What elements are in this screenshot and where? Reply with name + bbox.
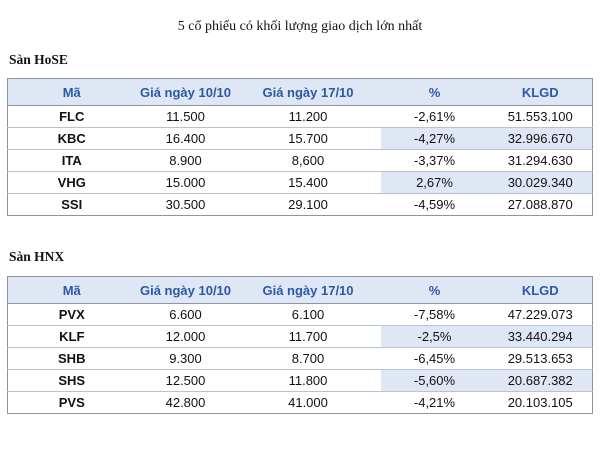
price-1710: 8,600 bbox=[235, 149, 381, 172]
table-row: KBC 16.400 15.700 -4,27% 32.996.670 bbox=[7, 127, 593, 150]
percent-change: -2,5% bbox=[380, 325, 489, 348]
percent-change: -7,58% bbox=[413, 307, 456, 322]
table-row: SSI 30.500 29.100 -4,59% 27.088.870 bbox=[7, 193, 593, 216]
page-title: 5 cổ phiếu có khối lượng giao dịch lớn n… bbox=[177, 19, 423, 34]
header-price-1710: Giá ngày 17/10 bbox=[235, 276, 381, 304]
percent-change: -6,45% bbox=[380, 347, 489, 370]
price-1710: 15.400 bbox=[235, 171, 381, 194]
price-1010: 30.500 bbox=[135, 193, 236, 216]
header-volume: KLGD bbox=[488, 78, 593, 106]
price-1010: 16.400 bbox=[135, 127, 236, 150]
percent-change: -4,59% bbox=[380, 193, 489, 216]
table-row: FLC 11.500 11.200 -2,61% 51.553.100 bbox=[8, 106, 593, 128]
price-1010: 8.900 bbox=[135, 149, 236, 172]
stock-code: SSI bbox=[7, 193, 136, 216]
percent-change: -4,21% bbox=[380, 391, 489, 414]
stock-code: SHB bbox=[7, 347, 136, 370]
volume: 51.553.100 bbox=[507, 109, 573, 124]
section-label-hose: Sàn HoSE bbox=[9, 52, 68, 67]
volume: 32.996.670 bbox=[488, 127, 593, 150]
price-1010: 11.500 bbox=[166, 109, 205, 124]
stock-code: FLC bbox=[59, 109, 85, 124]
volume: 31.294.630 bbox=[488, 149, 593, 172]
percent-change: -3,37% bbox=[380, 149, 489, 172]
header-code: Mã bbox=[7, 78, 136, 106]
table-row: VHG 15.000 15.400 2,67% 30.029.340 bbox=[7, 171, 593, 194]
table-header-row: Mã Giá ngày 10/10 Giá ngày 17/10 % KLGD bbox=[7, 276, 593, 304]
volume: 20.103.105 bbox=[488, 391, 593, 414]
table-row: PVS 42.800 41.000 -4,21% 20.103.105 bbox=[7, 391, 593, 414]
stock-code: PVS bbox=[7, 391, 136, 414]
percent-change: -2,61% bbox=[413, 109, 456, 124]
price-1010: 12.000 bbox=[135, 325, 236, 348]
header-price-1710: Giá ngày 17/10 bbox=[235, 78, 381, 106]
header-code: Mã bbox=[7, 276, 136, 304]
table-row: SHS 12.500 11.800 -5,60% 20.687.382 bbox=[7, 369, 593, 392]
table-row: PVX 6.600 6.100 -7,58% 47.229.073 bbox=[8, 304, 593, 326]
stock-code: SHS bbox=[7, 369, 136, 392]
table-row: SHB 9.300 8.700 -6,45% 29.513.653 bbox=[7, 347, 593, 370]
header-percent: % bbox=[380, 276, 489, 304]
header-percent: % bbox=[380, 78, 489, 106]
price-1010: 6.600 bbox=[169, 307, 202, 322]
volume: 27.088.870 bbox=[488, 193, 593, 216]
header-price-1010: Giá ngày 10/10 bbox=[135, 78, 236, 106]
table-row: KLF 12.000 11.700 -2,5% 33.440.294 bbox=[7, 325, 593, 348]
price-1710: 15.700 bbox=[235, 127, 381, 150]
price-1710: 11.200 bbox=[288, 109, 328, 124]
price-1710: 6.100 bbox=[291, 307, 325, 322]
volume: 47.229.073 bbox=[507, 307, 573, 322]
price-1010: 15.000 bbox=[135, 171, 236, 194]
stock-code: VHG bbox=[7, 171, 136, 194]
price-1010: 9.300 bbox=[135, 347, 236, 370]
table-row: ITA 8.900 8,600 -3,37% 31.294.630 bbox=[7, 149, 593, 172]
hose-table: Mã Giá ngày 10/10 Giá ngày 17/10 % KLGD … bbox=[7, 78, 593, 216]
table-header-row: Mã Giá ngày 10/10 Giá ngày 17/10 % KLGD bbox=[7, 78, 593, 106]
section-label-hnx: Sàn HNX bbox=[9, 249, 65, 264]
stock-code: KLF bbox=[7, 325, 136, 348]
header-price-1010: Giá ngày 10/10 bbox=[135, 276, 236, 304]
stock-code: ITA bbox=[7, 149, 136, 172]
volume: 33.440.294 bbox=[488, 325, 593, 348]
percent-change: -5,60% bbox=[380, 369, 489, 392]
volume: 30.029.340 bbox=[488, 171, 593, 194]
stock-code: KBC bbox=[7, 127, 136, 150]
hnx-table: Mã Giá ngày 10/10 Giá ngày 17/10 % KLGD … bbox=[7, 276, 593, 414]
price-1010: 12.500 bbox=[135, 369, 236, 392]
price-1710: 11.700 bbox=[235, 325, 381, 348]
price-1710: 29.100 bbox=[235, 193, 381, 216]
percent-change: -4,27% bbox=[380, 127, 489, 150]
price-1710: 41.000 bbox=[235, 391, 381, 414]
price-1710: 8.700 bbox=[235, 347, 381, 370]
header-volume: KLGD bbox=[488, 276, 593, 304]
price-1010: 42.800 bbox=[135, 391, 236, 414]
volume: 29.513.653 bbox=[488, 347, 593, 370]
volume: 20.687.382 bbox=[488, 369, 593, 392]
price-1710: 11.800 bbox=[235, 369, 381, 392]
percent-change: 2,67% bbox=[380, 171, 489, 194]
stock-code: PVX bbox=[58, 307, 85, 322]
